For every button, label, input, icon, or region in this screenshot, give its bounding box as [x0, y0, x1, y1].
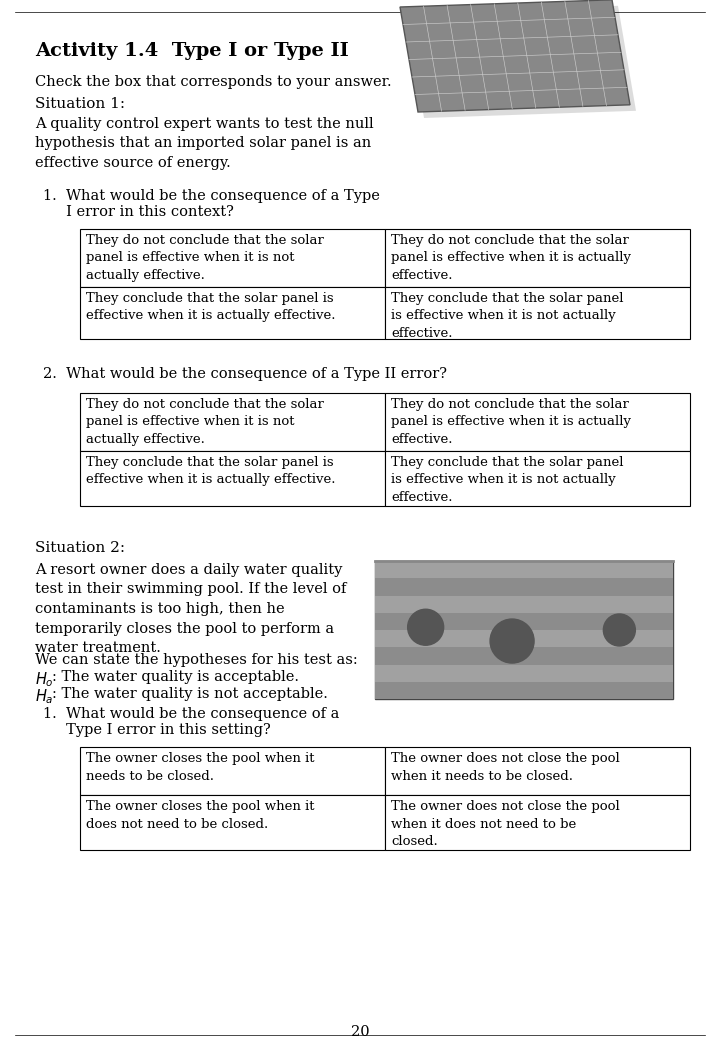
Text: A resort owner does a daily water quality
test in their swimming pool. If the le: A resort owner does a daily water qualit… [35, 563, 346, 655]
Text: : The water quality is acceptable.: : The water quality is acceptable. [52, 670, 299, 684]
Circle shape [408, 609, 444, 646]
Text: Situation 1:: Situation 1: [35, 97, 125, 111]
Bar [375, 578, 673, 596]
Text: : The water quality is not acceptable.: : The water quality is not acceptable. [52, 687, 328, 701]
Text: 1.  What would be the consequence of a
     Type I error in this setting?: 1. What would be the consequence of a Ty… [43, 707, 339, 737]
Bar [375, 648, 673, 664]
Text: Activity 1.4  Type I or Type II: Activity 1.4 Type I or Type II [35, 42, 348, 60]
Text: 20: 20 [351, 1025, 369, 1039]
Text: They conclude that the solar panel
is effective when it is not actually
effectiv: They conclude that the solar panel is ef… [391, 456, 624, 504]
Text: They do not conclude that the solar
panel is effective when it is actually
effec: They do not conclude that the solar pane… [391, 234, 631, 282]
Text: The owner closes the pool when it
needs to be closed.: The owner closes the pool when it needs … [86, 752, 315, 782]
Bar [375, 561, 673, 578]
Bar [375, 596, 673, 612]
Circle shape [490, 620, 534, 663]
Bar [375, 682, 673, 699]
Text: $H_o$: $H_o$ [35, 670, 54, 688]
Bar [385, 287, 690, 339]
Text: A quality control expert wants to test the null
hypothesis that an imported sola: A quality control expert wants to test t… [35, 117, 374, 170]
Text: They conclude that the solar panel is
effective when it is actually effective.: They conclude that the solar panel is ef… [86, 456, 336, 486]
Text: 1.  What would be the consequence of a Type
     I error in this context?: 1. What would be the consequence of a Ty… [43, 189, 380, 219]
Bar [375, 630, 673, 648]
Bar [385, 795, 690, 850]
Bar [80, 795, 385, 850]
Text: Situation 2:: Situation 2: [35, 541, 125, 555]
Text: The owner does not close the pool
when it does not need to be
closed.: The owner does not close the pool when i… [391, 800, 620, 848]
Bar [385, 451, 690, 506]
Polygon shape [400, 0, 630, 112]
Text: They do not conclude that the solar
panel is effective when it is not
actually e: They do not conclude that the solar pane… [86, 398, 324, 446]
Text: They conclude that the solar panel
is effective when it is not actually
effectiv: They conclude that the solar panel is ef… [391, 292, 624, 340]
Bar [385, 229, 690, 287]
Polygon shape [406, 6, 636, 118]
Text: $H_a$: $H_a$ [35, 687, 53, 706]
Bar [385, 393, 690, 451]
Text: They conclude that the solar panel is
effective when it is actually effective.: They conclude that the solar panel is ef… [86, 292, 336, 322]
Text: They do not conclude that the solar
panel is effective when it is actually
effec: They do not conclude that the solar pane… [391, 398, 631, 446]
Bar [80, 393, 385, 451]
Bar [80, 747, 385, 795]
Text: We can state the hypotheses for his test as:: We can state the hypotheses for his test… [35, 653, 358, 668]
Bar [80, 451, 385, 506]
Bar [385, 747, 690, 795]
Bar [375, 664, 673, 682]
Text: The owner closes the pool when it
does not need to be closed.: The owner closes the pool when it does n… [86, 800, 315, 830]
Text: The owner does not close the pool
when it needs to be closed.: The owner does not close the pool when i… [391, 752, 620, 782]
Bar [375, 612, 673, 630]
Bar [80, 229, 385, 287]
Text: They do not conclude that the solar
panel is effective when it is not
actually e: They do not conclude that the solar pane… [86, 234, 324, 282]
Text: 2.  What would be the consequence of a Type II error?: 2. What would be the consequence of a Ty… [43, 367, 447, 381]
Text: Check the box that corresponds to your answer.: Check the box that corresponds to your a… [35, 75, 392, 89]
Bar [375, 561, 673, 699]
Bar [80, 287, 385, 339]
Circle shape [603, 614, 635, 646]
